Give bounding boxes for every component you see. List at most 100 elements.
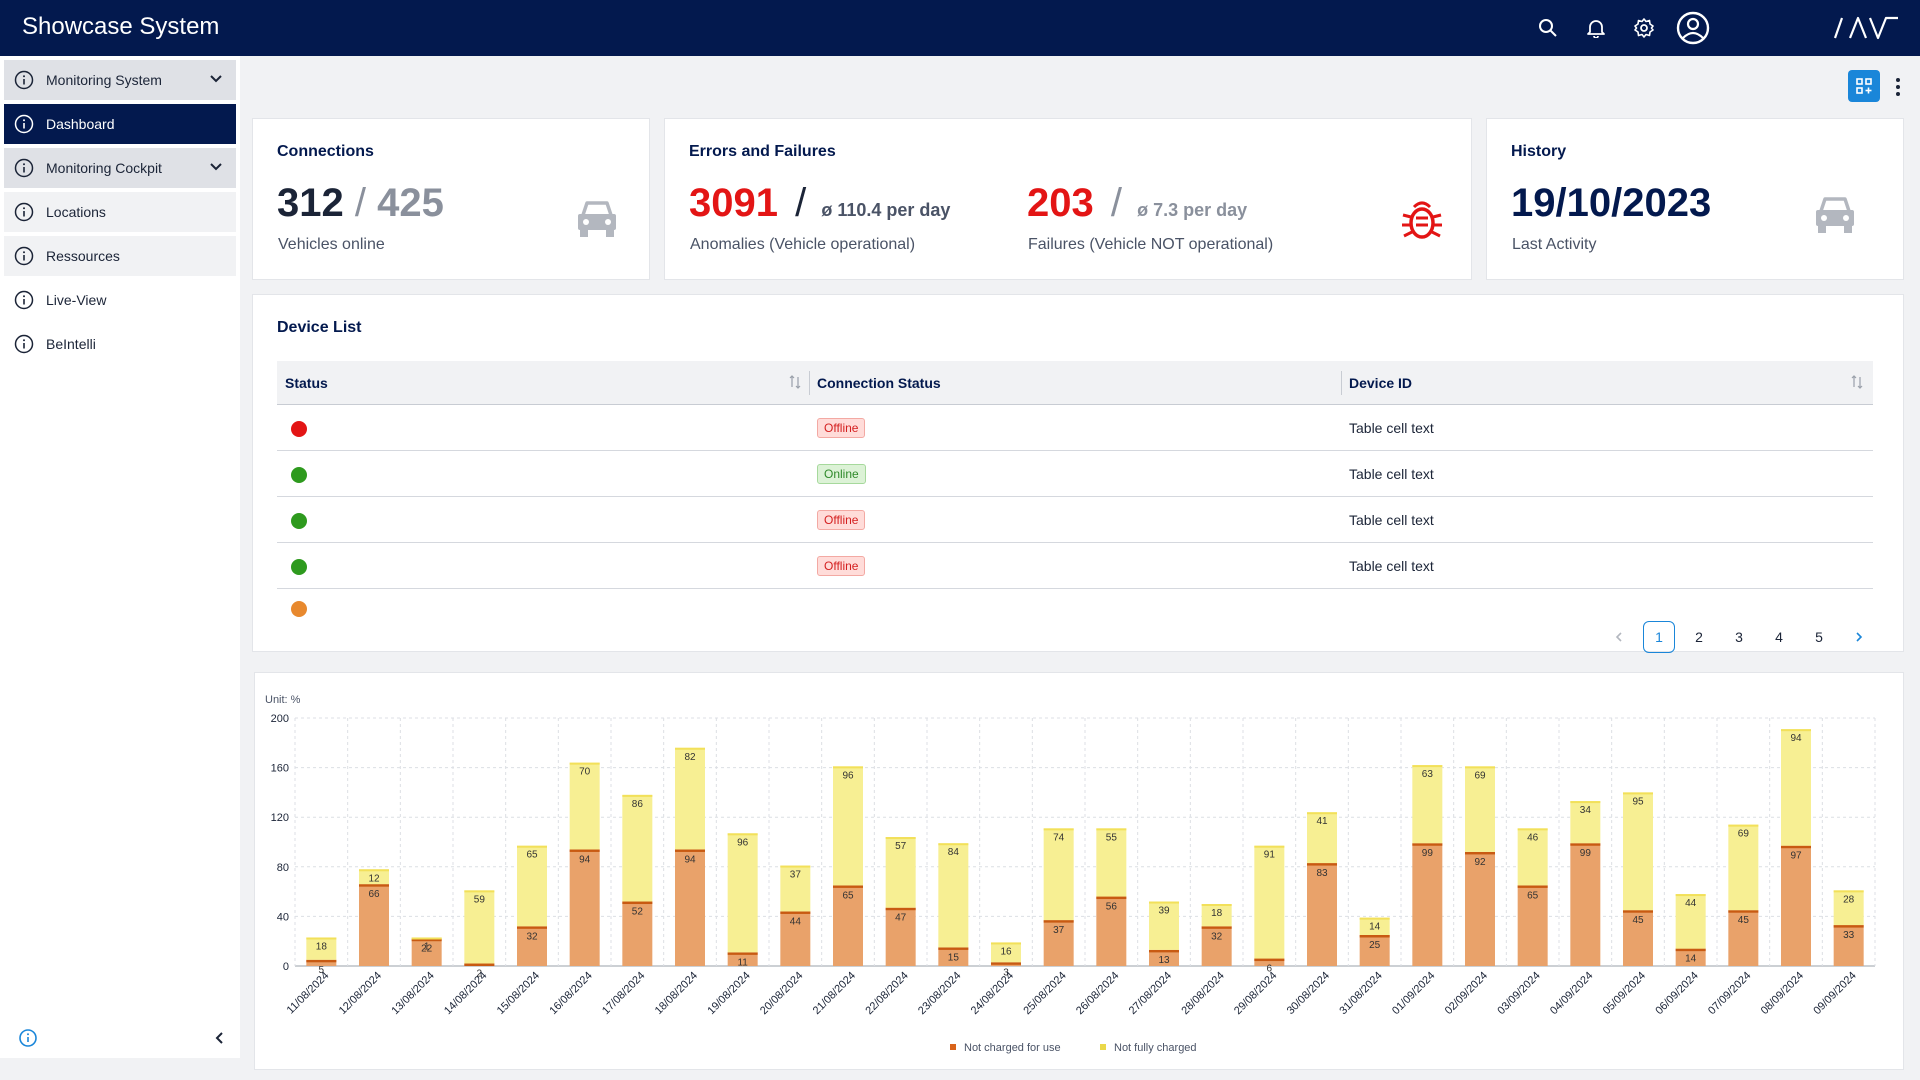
bar-not-charged[interactable] bbox=[1517, 885, 1548, 966]
bar-not-fully-charged[interactable] bbox=[1833, 890, 1864, 926]
chevron-down-icon[interactable] bbox=[208, 159, 224, 175]
bar-not-charged[interactable] bbox=[1254, 958, 1285, 966]
sidebar-item-dashboard[interactable]: Dashboard bbox=[4, 104, 236, 144]
bar-not-charged[interactable] bbox=[727, 952, 758, 966]
pagination-page-5[interactable]: 5 bbox=[1815, 629, 1823, 645]
bar-not-fully-charged[interactable] bbox=[1043, 828, 1074, 921]
bar-not-charged[interactable] bbox=[833, 885, 863, 966]
bar-not-charged[interactable] bbox=[1781, 845, 1811, 966]
table-row[interactable]: Offline Table cell text bbox=[277, 497, 1873, 543]
bar-not-fully-charged[interactable] bbox=[1517, 828, 1548, 886]
pagination-prev[interactable] bbox=[1603, 621, 1635, 653]
bar-not-fully-charged[interactable] bbox=[359, 869, 389, 885]
table-row[interactable] bbox=[277, 589, 677, 629]
bar-not-fully-charged[interactable] bbox=[622, 794, 653, 902]
sidebar-item-monitoring-system[interactable]: Monitoring System bbox=[4, 60, 236, 100]
bar-not-fully-charged[interactable] bbox=[1781, 729, 1811, 846]
x-tick-label: 30/08/2024 bbox=[1285, 970, 1332, 1017]
bar-not-fully-charged[interactable] bbox=[780, 865, 811, 912]
bar-not-fully-charged[interactable] bbox=[569, 762, 600, 850]
bar-top-edge bbox=[622, 901, 653, 905]
bar-not-fully-charged[interactable] bbox=[1201, 904, 1232, 927]
sort-icon[interactable] bbox=[1851, 375, 1863, 389]
bar-not-fully-charged[interactable] bbox=[727, 833, 758, 953]
gear-icon[interactable] bbox=[1628, 12, 1660, 44]
bar-not-charged[interactable] bbox=[1201, 926, 1232, 966]
collapse-sidebar-icon[interactable] bbox=[212, 1030, 228, 1046]
pagination-page-3[interactable]: 3 bbox=[1735, 629, 1743, 645]
pagination-page-1[interactable]: 1 bbox=[1643, 621, 1675, 653]
bar-not-fully-charged[interactable] bbox=[1412, 765, 1443, 844]
sort-icon[interactable] bbox=[789, 375, 801, 389]
bar-not-charged[interactable] bbox=[306, 959, 337, 966]
more-options-icon[interactable] bbox=[1888, 76, 1908, 98]
bar-not-fully-charged[interactable] bbox=[991, 942, 1021, 963]
table-row[interactable]: Offline Table cell text bbox=[277, 405, 1873, 451]
bar-not-charged[interactable] bbox=[1623, 910, 1653, 966]
table-row[interactable]: Offline Table cell text bbox=[277, 543, 1873, 589]
bar-not-fully-charged[interactable] bbox=[1623, 792, 1653, 911]
bar-not-fully-charged[interactable] bbox=[833, 766, 863, 886]
pagination-page-2[interactable]: 2 bbox=[1695, 629, 1703, 645]
sidebar-item-locations[interactable]: Locations bbox=[4, 192, 236, 232]
column-header-status[interactable]: Status bbox=[285, 375, 328, 391]
bar-not-charged[interactable] bbox=[938, 947, 969, 966]
bar-not-charged[interactable] bbox=[1149, 949, 1179, 966]
bar-not-fully-charged[interactable] bbox=[1359, 917, 1390, 935]
sidebar-item-ressources[interactable]: Ressources bbox=[4, 236, 236, 276]
bar-not-charged[interactable] bbox=[411, 938, 442, 966]
search-icon[interactable] bbox=[1532, 12, 1564, 44]
bar-not-fully-charged[interactable] bbox=[464, 890, 495, 964]
legend-label[interactable]: Not charged for use bbox=[964, 1042, 1061, 1054]
bar-not-fully-charged[interactable] bbox=[938, 843, 969, 948]
info-icon[interactable] bbox=[18, 1028, 38, 1048]
table-row[interactable]: Online Table cell text bbox=[277, 451, 1873, 497]
column-header-device-id[interactable]: Device ID bbox=[1349, 375, 1413, 391]
bar-not-fully-charged[interactable] bbox=[1096, 828, 1127, 897]
column-header-connection-status[interactable]: Connection Status bbox=[817, 375, 941, 391]
bar-value-label: 84 bbox=[948, 847, 960, 858]
bar-not-charged[interactable] bbox=[1412, 843, 1443, 966]
pagination-page-4[interactable]: 4 bbox=[1775, 629, 1783, 645]
bar-top-edge bbox=[938, 947, 969, 950]
sidebar-item-monitoring-cockpit[interactable]: Monitoring Cockpit bbox=[4, 148, 236, 188]
user-circle-icon[interactable] bbox=[1675, 10, 1711, 46]
bar-not-fully-charged[interactable] bbox=[885, 837, 916, 908]
column-separator bbox=[1341, 371, 1342, 395]
bar-top-edge bbox=[1254, 845, 1285, 848]
bell-icon[interactable] bbox=[1580, 12, 1612, 44]
bar-top-edge bbox=[780, 865, 811, 868]
bar-not-charged[interactable] bbox=[885, 907, 916, 966]
bar-not-fully-charged[interactable] bbox=[1728, 824, 1759, 911]
bar-not-fully-charged[interactable] bbox=[1675, 894, 1706, 949]
bar-not-charged[interactable] bbox=[1728, 910, 1759, 966]
bar-not-charged[interactable] bbox=[1833, 925, 1864, 966]
bar-not-fully-charged[interactable] bbox=[1465, 766, 1495, 852]
bar-not-charged[interactable] bbox=[1570, 843, 1601, 966]
bar-not-charged[interactable] bbox=[675, 849, 705, 966]
bar-not-fully-charged[interactable] bbox=[306, 937, 337, 960]
sidebar-item-live-view[interactable]: Live-View bbox=[4, 280, 236, 320]
bar-not-charged[interactable] bbox=[1465, 851, 1495, 966]
bar-not-charged[interactable] bbox=[1043, 920, 1074, 966]
sidebar-item-beintelli[interactable]: BeIntelli bbox=[4, 324, 236, 364]
bar-not-fully-charged[interactable] bbox=[1254, 845, 1285, 959]
bar-not-charged[interactable] bbox=[517, 926, 547, 966]
bar-not-charged[interactable] bbox=[359, 884, 389, 966]
legend-label[interactable]: Not fully charged bbox=[1114, 1042, 1197, 1054]
bar-not-charged[interactable] bbox=[622, 901, 653, 966]
bar-not-fully-charged[interactable] bbox=[1149, 901, 1179, 950]
bar-not-fully-charged[interactable] bbox=[1570, 801, 1601, 844]
bar-not-fully-charged[interactable] bbox=[675, 747, 705, 850]
bar-not-fully-charged[interactable] bbox=[517, 845, 547, 927]
bar-not-charged[interactable] bbox=[1096, 896, 1127, 966]
bar-not-charged[interactable] bbox=[1307, 863, 1337, 966]
pagination-next[interactable] bbox=[1843, 621, 1875, 653]
bar-not-charged[interactable] bbox=[1675, 948, 1706, 966]
chevron-down-icon[interactable] bbox=[208, 71, 224, 87]
bar-not-charged[interactable] bbox=[780, 911, 811, 966]
dashboard-layout-button[interactable] bbox=[1848, 70, 1880, 102]
bar-not-fully-charged[interactable] bbox=[1307, 812, 1337, 864]
bar-not-charged[interactable] bbox=[1359, 935, 1390, 966]
bar-not-charged[interactable] bbox=[569, 849, 600, 966]
